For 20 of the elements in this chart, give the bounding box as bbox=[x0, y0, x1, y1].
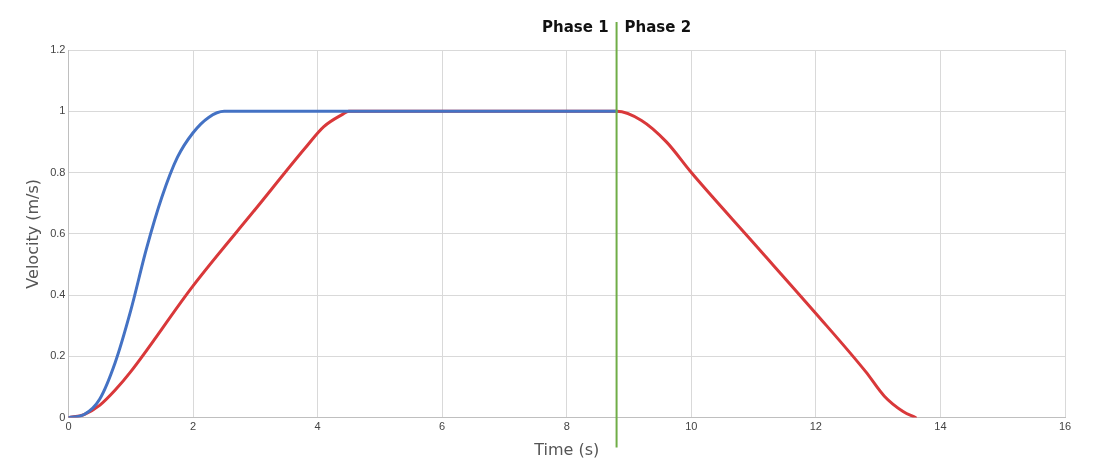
x-tick-label: 10 bbox=[685, 420, 698, 433]
y-tick-label: 1.2 bbox=[50, 43, 66, 56]
y-tick-label: 0.4 bbox=[50, 288, 66, 301]
y-tick-label: 1 bbox=[59, 104, 66, 117]
x-tick-label: 6 bbox=[439, 420, 446, 433]
x-tick-label: 4 bbox=[314, 420, 321, 433]
x-tick-label: 8 bbox=[563, 420, 570, 433]
annotation: Phase 1 bbox=[542, 18, 609, 37]
x-tick-label: 12 bbox=[809, 420, 822, 433]
x-tick-label: 16 bbox=[1058, 420, 1072, 433]
line-series bbox=[68, 109, 619, 418]
annotation: Phase 2 bbox=[624, 18, 692, 37]
y-axis-title: Velocity (m/s) bbox=[22, 178, 42, 289]
y-tick-label: 0.8 bbox=[50, 165, 66, 178]
y-tick-label: 0.6 bbox=[50, 226, 66, 239]
x-tick-label: 14 bbox=[934, 420, 947, 433]
y-tick-label: 0 bbox=[59, 410, 66, 423]
x-tick-label: 2 bbox=[189, 420, 197, 433]
y-tick-label: 0.2 bbox=[50, 349, 66, 362]
x-axis-title: Time (s) bbox=[533, 439, 600, 459]
